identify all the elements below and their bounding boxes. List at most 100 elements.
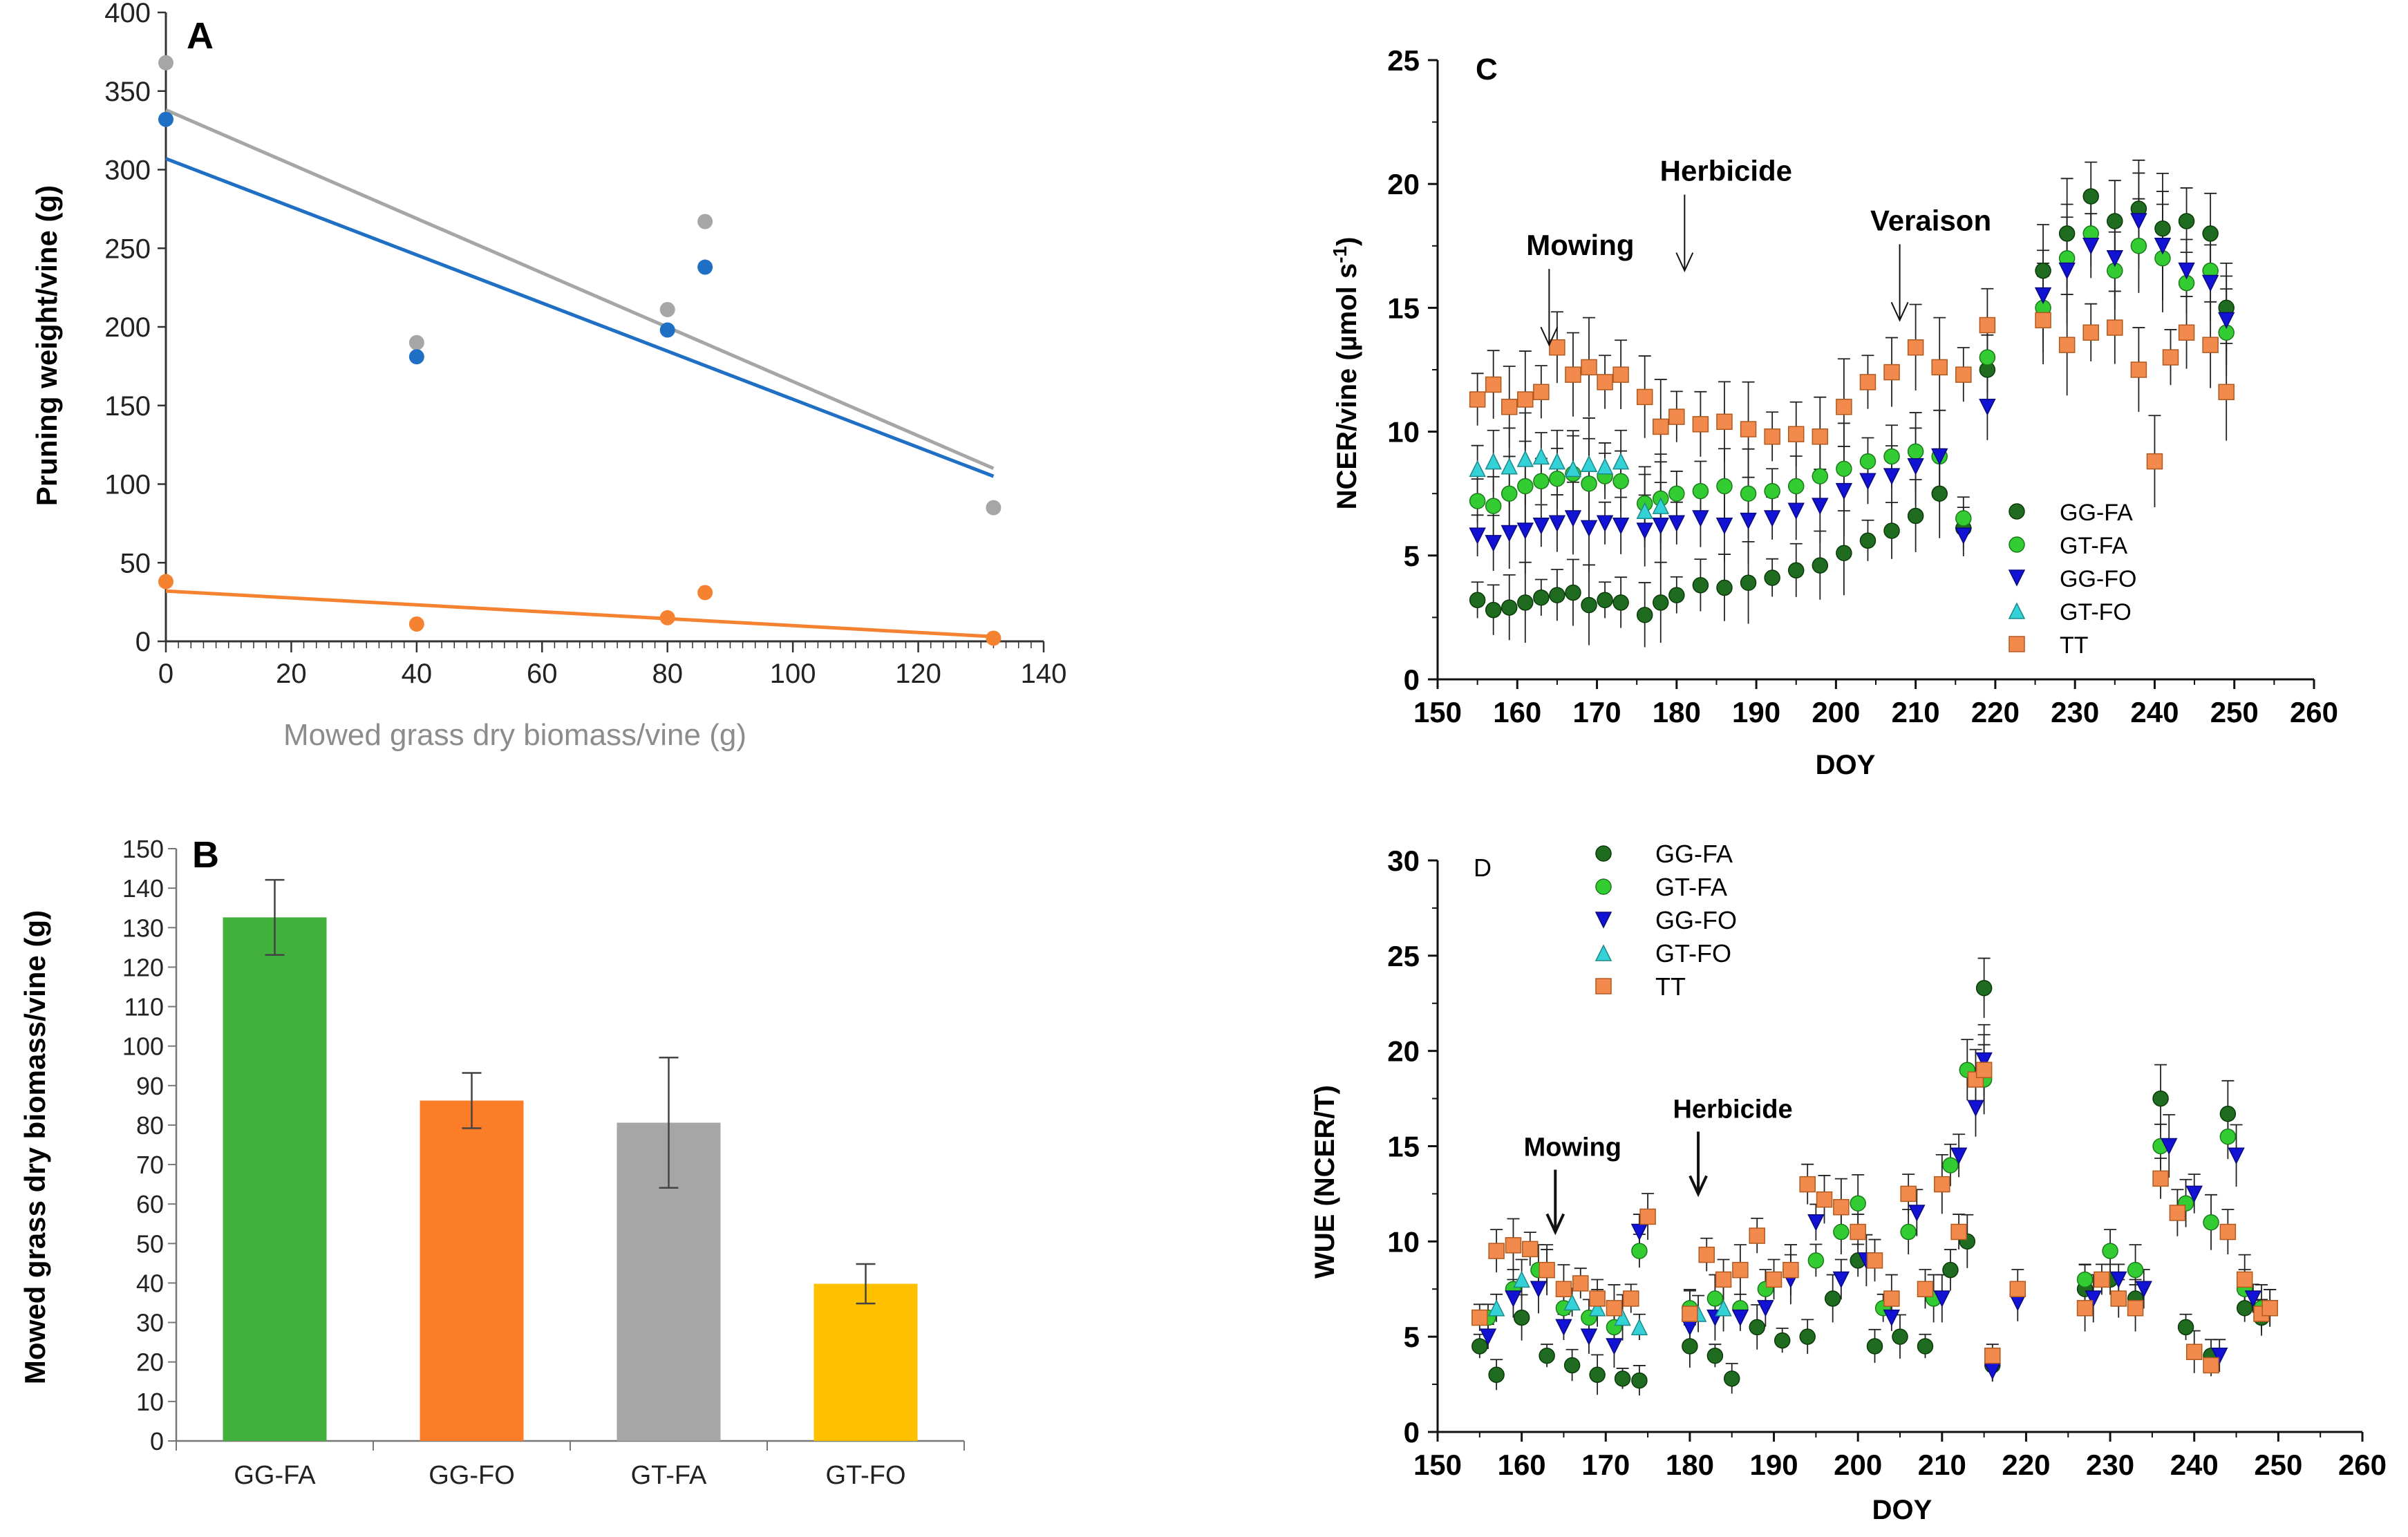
data-point-tt	[1606, 1300, 1623, 1317]
data-point-gg-fa	[2035, 262, 2051, 279]
panel-b-y-axis-label: Mowed grass dry biomass/vine (g)	[19, 910, 51, 1384]
data-point-gg-fa	[1892, 1328, 1908, 1345]
panel-c-x-tick-label: 190	[1732, 696, 1780, 728]
data-point-tt	[2219, 1223, 2237, 1241]
legend-marker-gt-fo	[2008, 602, 2026, 619]
data-point-gg-fa	[1668, 587, 1685, 603]
legend-marker-gt-fa	[1595, 878, 1612, 895]
data-point-tt	[1469, 391, 1486, 408]
data-point-tt	[1883, 1290, 1900, 1307]
data-point-gt-fo	[1532, 447, 1550, 465]
data-point-gt-fo	[1563, 1293, 1581, 1311]
panel-b-x-tick-label: GG-FO	[429, 1461, 515, 1490]
data-point-gg-fa	[2177, 1319, 2194, 1336]
panel-b-y-tick-label: 70	[136, 1151, 164, 1179]
annotation-arrowhead	[1545, 1213, 1565, 1236]
data-point-tt	[1836, 399, 1852, 415]
panel-b-y-tick-label: 0	[150, 1427, 164, 1455]
panel-a-x-tick-label: 100	[770, 659, 816, 689]
data-point-gg-fa	[2219, 1105, 2237, 1122]
panel-c-y-tick-label: 5	[1404, 540, 1420, 572]
panel-d-x-tick-label: 210	[1918, 1449, 1966, 1481]
panel-c-x-tick-label: 150	[1413, 696, 1462, 728]
data-point-gt-fo	[1501, 458, 1518, 475]
panel-a-x-axis-label: Mowed grass dry biomass/vine (g)	[283, 718, 746, 752]
data-point-gt-fo	[1469, 460, 1486, 478]
data-point-gt-fa	[1612, 473, 1629, 490]
data-point-gt-fa	[1850, 1195, 1866, 1211]
data-point-gg-fo	[1606, 1338, 1623, 1355]
panel-a-y-tick-label: 200	[104, 312, 151, 343]
panel-b-y-tick-label: 130	[122, 914, 164, 942]
data-point-gray	[659, 301, 675, 317]
data-point-tt	[2185, 1343, 2203, 1360]
data-point-tt	[2146, 453, 2163, 470]
data-point-tt	[1950, 1223, 1967, 1241]
data-point-gt-fa	[1581, 475, 1597, 492]
data-point-gg-fo	[1832, 1271, 1850, 1289]
panel-a-y-tick-label: 150	[104, 391, 151, 422]
panel-b-bar-chart: B Mowed grass dry biomass/vine (g) 0 10 20…	[19, 834, 965, 1490]
data-point-tt	[1740, 421, 1757, 437]
data-point-gt-fa	[1764, 482, 1780, 500]
data-point-gt-fa	[1907, 443, 1924, 460]
panel-c-x-tick-label: 210	[1892, 696, 1940, 728]
panel-c-scatter: C DOY NCER/vine (µmol s-1) 0 5 10 15 20 25 150…	[1329, 44, 2338, 780]
data-point-gg-fo	[1469, 527, 1486, 545]
data-point-tt	[1787, 426, 1805, 442]
data-point-tt	[2130, 361, 2147, 378]
annotation-arrowhead	[1689, 1175, 1708, 1198]
data-point-gg-fo	[1505, 1290, 1522, 1308]
panel-a-x-tick-label: 40	[402, 659, 433, 689]
data-point-tt	[1917, 1281, 1934, 1297]
data-point-tt	[1517, 391, 1534, 408]
panel-b-x-tick-label: GT-FA	[631, 1461, 707, 1490]
data-point-gt-fa	[1942, 1157, 1959, 1173]
panel-b-y-tick-label: 40	[136, 1269, 164, 1297]
data-point-gg-fa	[1471, 1338, 1488, 1355]
data-point-gt-fo	[1485, 452, 1502, 470]
panel-c-x-tick-label: 230	[2051, 696, 2099, 728]
panel-a-x-tick-label: 80	[652, 659, 683, 689]
data-point-gg-fo	[2244, 1290, 2262, 1308]
data-point-gg-fo	[1859, 473, 1876, 490]
data-point-tt	[1732, 1261, 1749, 1279]
data-point-gg-fa	[1975, 979, 1993, 997]
data-point-tt	[1812, 428, 1829, 445]
panel-c-y-tick-label: 25	[1387, 44, 1420, 77]
data-point-tt	[1975, 1062, 1993, 1078]
data-point-tt	[2178, 324, 2195, 341]
data-point-gt-fo	[1588, 1299, 1606, 1317]
panel-c-letter: C	[1476, 53, 1498, 86]
data-point-tt	[2261, 1300, 2278, 1317]
data-point-gg-fo	[2201, 274, 2219, 292]
data-point-gt-fo	[1487, 1299, 1505, 1317]
data-point-gt-fa	[1812, 468, 1829, 484]
data-point-tt	[1488, 1243, 1505, 1259]
data-point-gg-fo	[1740, 512, 1757, 530]
panel-a-x-tick-label: 120	[895, 659, 941, 689]
data-point-gt-fa	[1883, 448, 1900, 465]
legend-label-tt: TT	[2060, 632, 2089, 659]
data-point-blue	[158, 111, 173, 127]
data-point-gg-fo	[2085, 1290, 2102, 1308]
panel-b-y-tick-label: 100	[122, 1032, 164, 1061]
data-point-tt	[2110, 1290, 2127, 1307]
data-point-gg-fo	[1807, 1214, 1825, 1232]
data-point-orange	[986, 630, 1001, 646]
data-point-gg-fo	[2154, 238, 2172, 255]
panel-a-x-tick-label: 0	[158, 659, 173, 689]
panel-b-letter: B	[192, 834, 219, 876]
data-point-gg-fa	[1597, 592, 1613, 609]
data-point-tt	[1549, 339, 1565, 356]
panel-c-y-axis-label-sup: -1	[1329, 246, 1351, 263]
panel-a-y-tick-label: 0	[135, 627, 151, 657]
data-point-gg-fo	[1564, 510, 1582, 527]
data-point-gg-fa	[1692, 577, 1709, 594]
data-point-gt-fo	[1516, 450, 1534, 467]
data-point-gt-fa	[1716, 478, 1733, 495]
data-point-gt-fa	[1485, 498, 1502, 514]
data-point-tt	[2152, 1170, 2169, 1187]
data-point-gg-fa	[1812, 557, 1829, 574]
panel-b-y-tick-label: 150	[122, 835, 164, 863]
